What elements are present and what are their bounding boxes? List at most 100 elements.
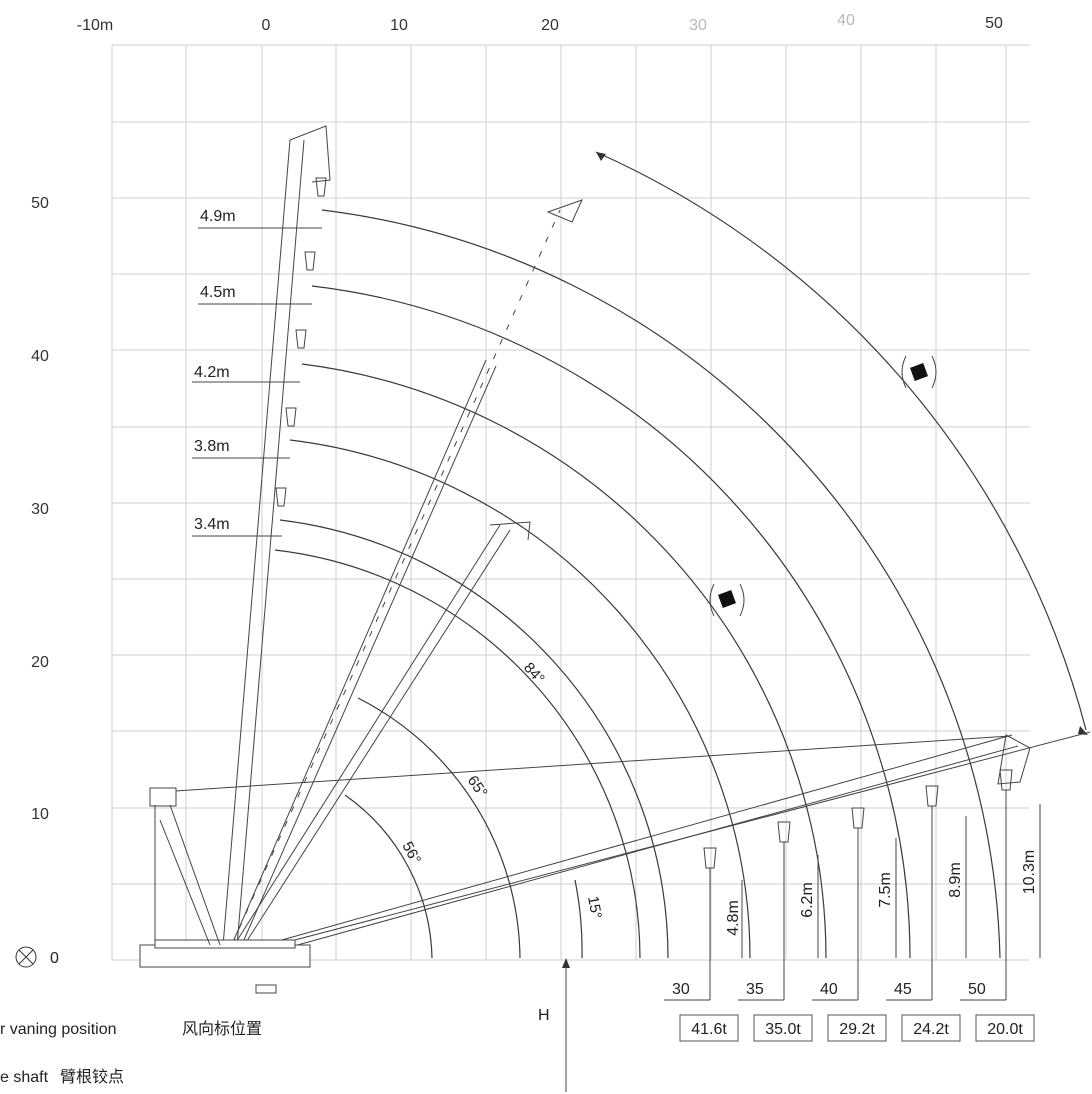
boom-head — [289, 125, 331, 183]
angle-arc — [344, 794, 433, 959]
boom-chord — [231, 734, 1013, 955]
capacity-box — [753, 1014, 813, 1042]
wind-vane-bracket — [709, 583, 715, 617]
capacity-label: 41.6t — [691, 1021, 727, 1038]
boom-chord — [235, 745, 1019, 963]
crane-body — [139, 787, 311, 994]
luffing-angle-labels: 84° 65° 56° 15° — [398, 659, 604, 920]
hook-height-label: 4.8m — [725, 900, 742, 936]
angle-label: 84° — [520, 659, 548, 687]
jib-offset-label: 4.5m — [200, 284, 236, 301]
boom-chord — [235, 365, 497, 959]
jib-offset-label: 4.9m — [200, 208, 236, 225]
x-tick-label: -10m — [77, 17, 113, 34]
capacity-box — [679, 1014, 739, 1042]
hook-icon — [999, 769, 1013, 791]
x-tick-label: 20 — [541, 17, 559, 34]
boom-chord — [235, 529, 511, 959]
boom-chord — [225, 524, 501, 959]
capacity-box — [827, 1014, 887, 1042]
hook-icon — [304, 251, 316, 271]
wind-vane-bracket — [739, 583, 745, 617]
capacity-box — [975, 1014, 1035, 1042]
y-tick-label: 40 — [31, 348, 49, 365]
hook-height-label: 8.9m — [947, 862, 964, 898]
capacity-label: 29.2t — [839, 1021, 875, 1038]
load-table: 30 35 40 45 50 41.6t 35.0t 29.2t 24.2t 2… — [664, 981, 1035, 1042]
hook-path-arc — [301, 363, 827, 959]
hook-icon — [703, 847, 717, 869]
hook-path-arc — [279, 519, 669, 959]
y-tick-label: 30 — [31, 501, 49, 518]
booms — [159, 125, 1091, 963]
wind-vane-bracket — [901, 355, 907, 389]
radius-label: 50 — [968, 981, 986, 998]
legend: 0 r vaning position 风向标位置 e shaft 臂根铰点 — [0, 946, 262, 1086]
angle-arc — [357, 697, 521, 959]
mast-brace — [159, 819, 211, 946]
angle-label: 65° — [464, 773, 491, 801]
angle-arc — [574, 879, 583, 959]
boom-chord — [225, 359, 487, 959]
mast-brace — [169, 804, 221, 946]
boom-head — [997, 734, 1031, 785]
hook-height-label: 10.3m — [1021, 850, 1038, 894]
hook-icon — [285, 407, 297, 427]
jib-offset-label: 4.2m — [194, 364, 230, 381]
boom-head — [489, 521, 531, 541]
legend-shaft-text: e shaft — [0, 1069, 49, 1086]
boom-head — [546, 199, 583, 223]
hook-path-arc — [311, 285, 911, 959]
boom-chord — [225, 209, 561, 959]
hook-icon — [275, 487, 287, 507]
y-tick-label: 20 — [31, 654, 49, 671]
hook-path-arc — [289, 439, 751, 959]
wind-vane-marker-icon — [910, 363, 928, 381]
hook-icon — [851, 807, 865, 829]
counterweight — [255, 984, 277, 994]
x-axis-ticks: -10m 0 10 20 30 40 50 — [77, 12, 1003, 34]
hook-height-dims: 4.8m 6.2m 7.5m 8.9m 10.3m — [725, 804, 1041, 958]
luffing-arcs — [274, 151, 1088, 959]
mast-top — [149, 787, 177, 807]
jib-offset-label: 3.4m — [194, 516, 230, 533]
angle-label: 15° — [584, 895, 605, 920]
hook-height-label: 7.5m — [877, 872, 894, 908]
x-tick-label: 0 — [262, 17, 271, 34]
y-tick-label: 10 — [31, 806, 49, 823]
legend-symbol-value: 0 — [50, 950, 59, 967]
capacity-label: 20.0t — [987, 1021, 1023, 1038]
legend-wind-text-cn: 风向标位置 — [182, 1020, 262, 1038]
x-tick-label: 40 — [837, 12, 855, 29]
wind-vane-bracket — [931, 355, 937, 389]
hook-icon — [925, 785, 939, 807]
grid — [111, 44, 1030, 961]
h-marker: H — [538, 958, 570, 1092]
x-tick-label: 30 — [689, 17, 707, 34]
hook-path-arc — [274, 549, 641, 959]
capacity-label: 35.0t — [765, 1021, 801, 1038]
boom-tip-arc — [595, 151, 1087, 731]
capacity-box — [901, 1014, 961, 1042]
wind-vane-marker-icon — [718, 590, 736, 608]
hook-path-arc — [321, 209, 1001, 959]
legend-shaft-text-cn: 臂根铰点 — [60, 1068, 124, 1086]
top-hooks — [275, 177, 327, 507]
symbol-cross — [18, 949, 34, 965]
jib-offset-label: 3.8m — [194, 438, 230, 455]
jib-offsets: 4.9m 4.5m 4.2m 3.8m 3.4m — [192, 208, 322, 537]
boom-chord — [235, 139, 305, 959]
arrow-head — [562, 958, 570, 968]
hook-icon — [777, 821, 791, 843]
y-tick-label: 50 — [31, 195, 49, 212]
hook-height-label: 6.2m — [799, 882, 816, 918]
arrow-head — [596, 152, 606, 161]
radius-label: 35 — [746, 981, 764, 998]
h-marker-label: H — [538, 1007, 550, 1024]
load-hooks — [703, 769, 1013, 1000]
radius-label: 45 — [894, 981, 912, 998]
crawler-deck — [154, 939, 296, 949]
wind-vane-markers — [709, 355, 937, 617]
